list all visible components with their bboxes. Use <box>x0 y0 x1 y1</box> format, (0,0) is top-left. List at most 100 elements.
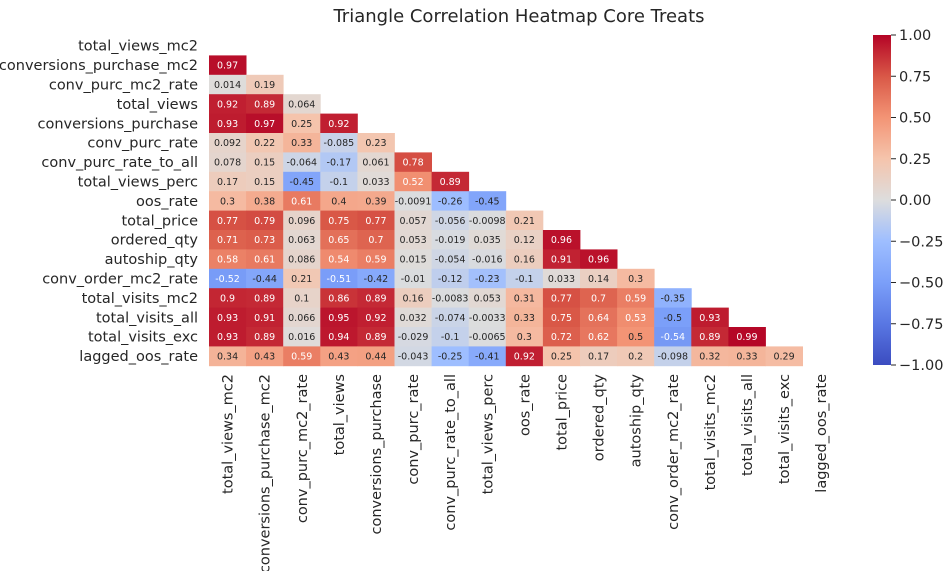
heatmap-cell <box>357 210 395 231</box>
heatmap-cell <box>505 327 544 347</box>
heatmap-cell <box>394 230 432 250</box>
colorbar-tick-label: −0.50 <box>899 276 943 292</box>
heatmap-cell <box>246 171 284 192</box>
cell-value-label: 0.033 <box>548 274 575 285</box>
cell-value-label: 0.7 <box>368 235 383 246</box>
heatmap-cell <box>542 307 581 328</box>
heatmap-cell <box>246 210 284 231</box>
column-label: total_visits_all <box>740 374 756 476</box>
heatmap-cell <box>209 94 247 114</box>
heatmap-cell <box>542 230 581 250</box>
heatmap-cell <box>357 288 395 308</box>
column-label: conversions_purchase <box>369 374 385 535</box>
heatmap-cell <box>283 191 321 211</box>
cell-value-label: 0.31 <box>514 293 535 304</box>
row-label: conversions_purchase_mc2 <box>0 58 198 74</box>
cell-value-label: -0.016 <box>472 255 503 266</box>
cell-value-label: 0.92 <box>217 99 238 110</box>
cell-value-label: -0.098 <box>657 352 688 363</box>
cell-value-label: 0.14 <box>588 274 609 285</box>
row-label: conv_purc_rate_to_all <box>41 155 198 171</box>
cell-value-label: 0.7 <box>591 293 606 304</box>
column-label: total_price <box>554 374 570 451</box>
row-label: total_views_perc <box>78 175 198 191</box>
column-label: total_views_mc2 <box>221 374 237 494</box>
cell-value-label: -0.019 <box>435 235 466 246</box>
cell-value-label: 0.89 <box>365 293 386 304</box>
heatmap-cell <box>357 191 395 211</box>
cell-value-label: -0.029 <box>398 332 429 343</box>
row-label: total_visits_exc <box>88 330 198 346</box>
colorbar-tick-label: −0.75 <box>899 317 943 333</box>
cell-value-label: 0.078 <box>214 158 241 169</box>
cell-value-label: 0.77 <box>551 293 572 304</box>
heatmap-cell <box>209 230 247 250</box>
cell-value-label: 0.79 <box>254 216 275 227</box>
heatmap-cell <box>209 210 247 231</box>
cell-value-label: 0.32 <box>699 352 720 363</box>
heatmap-cell <box>320 268 358 289</box>
column-label: conv_purc_rate_to_all <box>443 374 459 531</box>
cell-value-label: 0.4 <box>331 196 346 207</box>
cell-value-label: -0.056 <box>435 216 466 227</box>
row-label: total_views <box>117 97 198 113</box>
row-label: total_views_mc2 <box>78 39 198 55</box>
heatmap-cell <box>283 133 321 153</box>
heatmap-cell <box>654 327 692 347</box>
cell-value-label: -0.043 <box>398 352 429 363</box>
heatmap-cell <box>246 249 284 270</box>
column-label: total_visits_exc <box>777 374 793 484</box>
heatmap-cell <box>394 346 432 367</box>
heatmap-cell <box>246 268 284 289</box>
cell-value-label: 0.3 <box>220 196 235 207</box>
cell-value-label: 0.77 <box>217 216 238 227</box>
row-label: autoship_qty <box>105 252 199 268</box>
heatmap-cell <box>320 327 358 347</box>
colorbar-tick-label: 0.00 <box>899 193 931 209</box>
cell-value-label: 0.25 <box>551 352 572 363</box>
cell-value-label: -0.085 <box>324 138 355 149</box>
cell-value-label: 0.53 <box>625 313 646 324</box>
heatmap-cell <box>357 230 395 250</box>
heatmap-cell <box>209 152 247 173</box>
heatmap-cell <box>505 346 544 367</box>
cell-value-label: 0.23 <box>365 138 386 149</box>
row-label: conv_order_mc2_rate <box>42 272 198 288</box>
heatmap-cell <box>246 74 284 95</box>
cell-value-label: -0.51 <box>327 274 352 285</box>
heatmap-cell <box>283 327 321 347</box>
heatmap-cell <box>468 288 507 308</box>
heatmap-cell <box>283 113 321 134</box>
cell-value-label: 0.54 <box>328 255 349 266</box>
cell-value-label: 0.52 <box>402 177 423 188</box>
heatmap-cell <box>320 210 358 231</box>
heatmap-cell <box>209 288 247 308</box>
heatmap-cell <box>283 210 321 231</box>
column-labels: total_views_mc2 conversions_purchase_mc2 c… <box>221 374 831 571</box>
cell-value-label: 0.092 <box>214 138 241 149</box>
heatmap-cell <box>431 307 470 328</box>
heatmap-cell <box>357 346 395 367</box>
heatmap-cell <box>209 133 247 153</box>
cell-value-label: 0.62 <box>588 332 609 343</box>
heatmap-cell <box>246 346 284 367</box>
cell-value-label: 0.89 <box>254 99 275 110</box>
cell-value-label: 0.92 <box>514 352 535 363</box>
cell-value-label: 0.89 <box>254 332 275 343</box>
heatmap-cell <box>728 327 766 347</box>
column-label: ordered_qty <box>592 374 608 462</box>
heatmap-cell <box>691 346 729 367</box>
cell-value-label: 0.12 <box>514 235 535 246</box>
row-label: conv_purc_rate <box>87 136 198 152</box>
heatmap-cell <box>765 346 803 367</box>
heatmap-cell <box>209 327 247 347</box>
heatmap-cell <box>431 249 470 270</box>
cell-value-label: 0.2 <box>628 352 643 363</box>
heatmap-cell <box>209 74 247 95</box>
cell-value-label: -0.44 <box>252 274 277 285</box>
cell-value-label: 0.72 <box>551 332 572 343</box>
heatmap-cell <box>691 307 729 328</box>
cell-value-label: -0.35 <box>660 293 685 304</box>
cell-value-label: 0.96 <box>551 235 572 246</box>
heatmap-cell <box>357 268 395 289</box>
